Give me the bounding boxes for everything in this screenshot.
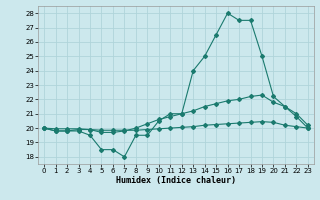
X-axis label: Humidex (Indice chaleur): Humidex (Indice chaleur)	[116, 176, 236, 185]
